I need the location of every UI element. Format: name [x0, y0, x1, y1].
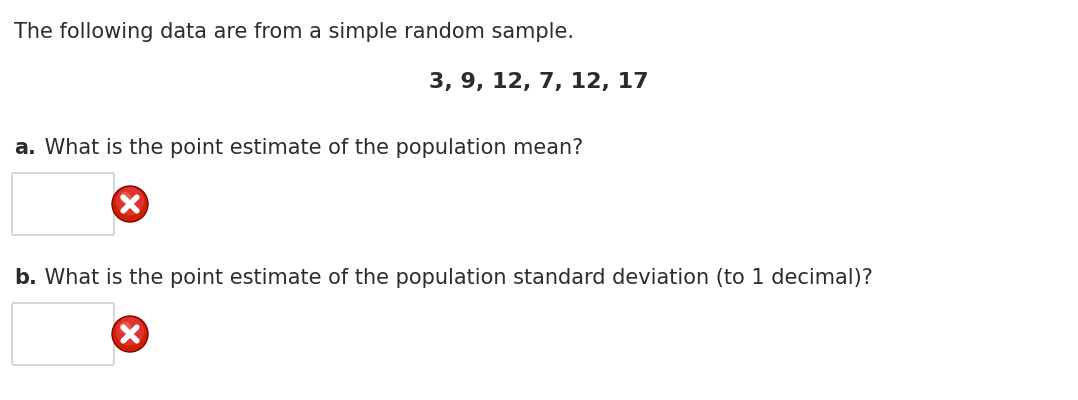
- Circle shape: [113, 318, 147, 350]
- Circle shape: [116, 188, 143, 215]
- Text: a.: a.: [14, 138, 36, 158]
- Text: The following data are from a simple random sample.: The following data are from a simple ran…: [14, 22, 573, 42]
- Circle shape: [113, 188, 147, 220]
- Circle shape: [121, 323, 130, 333]
- Circle shape: [112, 186, 148, 222]
- Circle shape: [112, 316, 148, 352]
- FancyBboxPatch shape: [12, 303, 114, 365]
- Circle shape: [116, 318, 143, 345]
- Text: What is the point estimate of the population standard deviation (to 1 decimal)?: What is the point estimate of the popula…: [38, 268, 873, 288]
- Text: What is the point estimate of the population mean?: What is the point estimate of the popula…: [38, 138, 583, 158]
- FancyBboxPatch shape: [12, 173, 114, 235]
- Text: 3, 9, 12, 7, 12, 17: 3, 9, 12, 7, 12, 17: [429, 72, 649, 92]
- Text: b.: b.: [14, 268, 37, 288]
- Circle shape: [121, 193, 130, 203]
